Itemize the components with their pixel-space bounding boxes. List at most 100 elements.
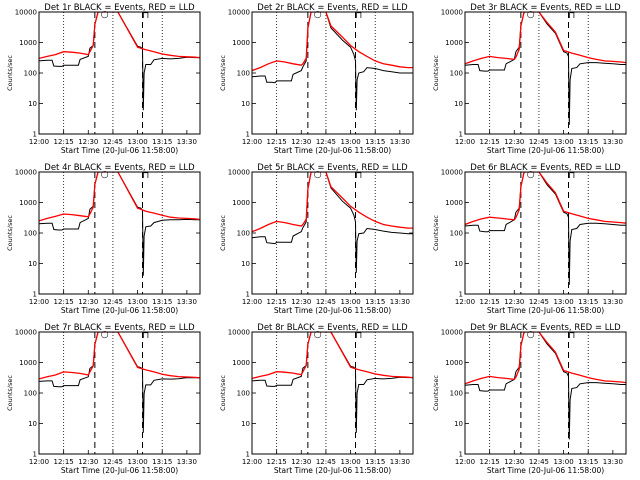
lld-series-line <box>465 12 626 65</box>
x-tick-label: 13:15 <box>365 298 385 306</box>
series-group <box>252 12 413 111</box>
y-tick-label: 10 <box>28 420 37 428</box>
x-tick-label: 13:30 <box>390 458 410 466</box>
y-axis-label: Counts/sec <box>6 375 14 411</box>
x-tick-label: 12:15 <box>54 298 74 306</box>
bracket-marker: ⊓ <box>355 11 362 21</box>
detector-plot-1: Det 1r BLACK = Events, RED = LLD Start Ti… <box>6 3 201 155</box>
lld-series-line <box>465 332 626 385</box>
y-tick-label: 1 <box>246 131 250 139</box>
plot-frame <box>38 171 201 295</box>
y-tick-label: 10 <box>241 420 250 428</box>
y-tick-label: 10 <box>454 260 463 268</box>
x-axis-label: Start Time (20-Jul-06 11:58:00) <box>274 466 391 475</box>
y-tick-label: 10000 <box>441 9 463 17</box>
x-tick-label: 12:45 <box>529 298 549 306</box>
x-axis-label: Start Time (20-Jul-06 11:58:00) <box>274 306 391 315</box>
plot-frame <box>251 11 414 135</box>
y-tick-label: 1 <box>246 451 250 459</box>
y-axis-label: Counts/sec <box>6 55 14 91</box>
y-tick-label: 10 <box>241 260 250 268</box>
y-tick-label: 1 <box>33 131 37 139</box>
x-tick-label: 13:15 <box>365 138 385 146</box>
detector-plot-2: Det 2r BLACK = Events, RED = LLD Start Ti… <box>219 3 414 155</box>
x-tick-label: 12:45 <box>103 458 123 466</box>
y-tick-label: 1 <box>459 131 463 139</box>
y-tick-label: 100 <box>237 230 250 238</box>
y-axis-label: Counts/sec <box>219 55 227 91</box>
series-group <box>465 332 626 440</box>
events-series-line <box>465 172 626 285</box>
plot-title: Det 6r BLACK = Events, RED = LLD <box>470 163 621 173</box>
plot-frame <box>38 331 201 455</box>
circle-marker: ○ <box>527 170 535 180</box>
lld-series-line <box>39 12 200 60</box>
x-tick-label: 13:30 <box>177 458 197 466</box>
plot-frame <box>464 11 627 135</box>
series-group <box>39 332 200 433</box>
x-tick-label: 12:15 <box>267 298 287 306</box>
plot-frame <box>464 171 627 295</box>
x-axis-label: Start Time (20-Jul-06 11:58:00) <box>61 466 178 475</box>
x-tick-label: 12:00 <box>242 298 262 306</box>
x-tick-label: 13:30 <box>603 298 623 306</box>
y-tick-label: 100 <box>237 390 250 398</box>
bracket-marker: ⊓ <box>355 331 362 341</box>
series-group <box>252 172 413 273</box>
x-tick-label: 13:30 <box>603 138 623 146</box>
detector-plot-3: Det 3r BLACK = Events, RED = LLD Start Ti… <box>432 3 627 155</box>
bracket-marker: ⊓ <box>142 11 149 21</box>
series-group <box>465 12 626 125</box>
x-tick-label: 12:45 <box>529 458 549 466</box>
detector-plot-6: Det 6r BLACK = Events, RED = LLD Start Ti… <box>432 163 627 315</box>
bracket-marker: ⊓ <box>568 331 575 341</box>
y-tick-label: 1 <box>33 451 37 459</box>
y-tick-label: 100 <box>450 70 463 78</box>
x-tick-label: 13:15 <box>152 458 172 466</box>
detector-plot-5: Det 5r BLACK = Events, RED = LLD Start Ti… <box>219 163 414 315</box>
lld-series-line <box>252 332 413 380</box>
x-tick-label: 13:30 <box>177 138 197 146</box>
x-tick-label: 12:15 <box>480 298 500 306</box>
y-tick-label: 1000 <box>445 359 463 367</box>
x-tick-label: 12:45 <box>316 298 336 306</box>
series-group <box>465 172 626 285</box>
circle-marker: ○ <box>101 330 109 340</box>
y-tick-label: 100 <box>24 390 37 398</box>
x-tick-label: 12:30 <box>78 298 98 306</box>
plot-frame <box>464 331 627 455</box>
x-tick-label: 12:00 <box>242 138 262 146</box>
y-tick-label: 1000 <box>232 199 250 207</box>
y-tick-label: 100 <box>450 390 463 398</box>
y-tick-label: 1000 <box>19 359 37 367</box>
y-tick-label: 10000 <box>15 329 37 337</box>
circle-marker: ○ <box>527 330 535 340</box>
x-axis-label: Start Time (20-Jul-06 11:58:00) <box>487 306 604 315</box>
events-series-line <box>39 172 200 276</box>
y-tick-label: 10000 <box>228 169 250 177</box>
bracket-marker: ⊓ <box>142 331 149 341</box>
y-tick-label: 1 <box>33 291 37 299</box>
y-tick-label: 10 <box>28 100 37 108</box>
x-tick-label: 13:30 <box>390 298 410 306</box>
y-tick-label: 10 <box>28 260 37 268</box>
lld-series-line <box>465 172 626 226</box>
x-tick-label: 13:00 <box>340 298 360 306</box>
events-series-line <box>252 332 413 433</box>
x-tick-label: 12:45 <box>103 298 123 306</box>
y-tick-label: 100 <box>450 230 463 238</box>
x-tick-label: 12:30 <box>504 138 524 146</box>
detector-plot-4: Det 4r BLACK = Events, RED = LLD Start Ti… <box>6 163 201 315</box>
lld-series-line <box>252 12 413 72</box>
plot-title: Det 4r BLACK = Events, RED = LLD <box>44 163 195 173</box>
x-tick-label: 12:30 <box>291 298 311 306</box>
x-tick-label: 12:15 <box>480 458 500 466</box>
y-axis-label: Counts/sec <box>219 375 227 411</box>
lld-series-line <box>39 332 200 380</box>
circle-marker: ○ <box>527 10 535 20</box>
y-tick-label: 1000 <box>445 199 463 207</box>
x-tick-label: 12:00 <box>242 458 262 466</box>
x-tick-label: 13:15 <box>152 298 172 306</box>
x-tick-label: 12:00 <box>455 298 475 306</box>
